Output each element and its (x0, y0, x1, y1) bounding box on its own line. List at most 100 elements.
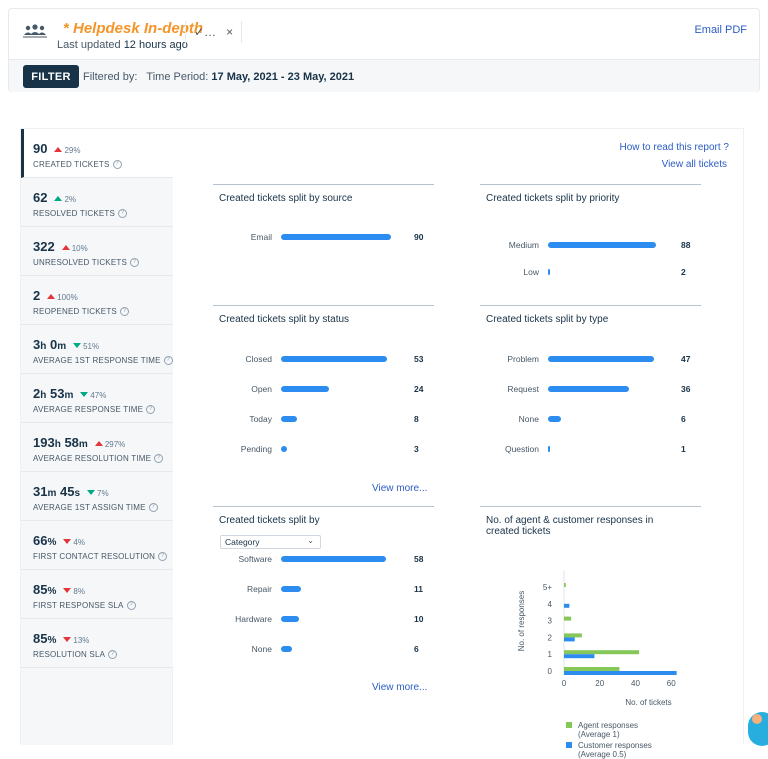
bar[interactable] (548, 242, 656, 248)
bar-row[interactable]: Medium 88 (480, 239, 701, 251)
bar[interactable] (281, 356, 387, 362)
view-more-category-link[interactable]: View more... (372, 682, 428, 693)
view-all-tickets-link[interactable]: View all tickets (661, 159, 727, 170)
card-title: Created tickets split by source (219, 193, 353, 204)
bar-customer (564, 671, 677, 675)
bar-row[interactable]: Request 36 (480, 383, 701, 395)
legend-item[interactable]: Agent responses (Average 1) (566, 721, 639, 739)
info-icon[interactable]: ? (118, 209, 128, 219)
legend-swatch (566, 722, 572, 728)
metric-label-text: RESOLVED TICKETS (33, 209, 116, 218)
bar-row[interactable]: Low 2 (480, 266, 701, 278)
metric-5[interactable]: 2h 53m 47% AVERAGE RESPONSE TIME? (21, 374, 173, 423)
bar[interactable] (281, 386, 329, 392)
priority-card: Created tickets split by priority Medium… (480, 184, 701, 294)
report-title[interactable]: * Helpdesk In-depth (63, 20, 204, 37)
bar-row[interactable]: Repair 11 (213, 583, 434, 595)
bar-row[interactable]: Software 58 (213, 553, 434, 565)
metric-7[interactable]: 31m 45s 7% AVERAGE 1ST ASSIGN TIME? (21, 472, 173, 521)
metric-unit: m (64, 390, 74, 401)
metric-10[interactable]: 85% 13% RESOLUTION SLA? (21, 619, 173, 668)
bar[interactable] (548, 386, 629, 392)
metric-value: 66% 4% (33, 533, 173, 548)
bar-row[interactable]: Closed 53 (213, 353, 434, 365)
info-icon[interactable]: ? (163, 356, 173, 366)
info-icon[interactable]: ? (154, 454, 164, 464)
bar[interactable] (281, 446, 287, 452)
metric-value: 3h 0m 51% (33, 337, 173, 352)
x-tick-label: 40 (631, 679, 640, 688)
type-card: Created tickets split by type Problem 47 R… (480, 305, 701, 495)
bar-row[interactable]: Email 90 (213, 231, 434, 243)
legend-note: (Average 1) (578, 730, 620, 739)
bar-row[interactable]: Open 24 (213, 383, 434, 395)
bar-row[interactable]: Today 8 (213, 413, 434, 425)
bar[interactable] (548, 416, 561, 422)
metric-unit: % (47, 537, 57, 548)
metric-2[interactable]: 322 10% UNRESOLVED TICKETS? (21, 227, 173, 276)
source-card: Created tickets split by source Email 90 (213, 184, 434, 294)
bar-row[interactable]: None 6 (480, 413, 701, 425)
info-icon[interactable]: ? (146, 405, 156, 415)
bar[interactable] (281, 616, 299, 622)
metric-change: 2% (64, 195, 77, 204)
bar-row[interactable]: None 6 (213, 643, 434, 655)
filter-summary: Filtered by: Time Period: 17 May, 2021 -… (83, 71, 354, 83)
metric-6[interactable]: 193h 58m 297% AVERAGE RESOLUTION TIME? (21, 423, 173, 472)
bar-value: 90 (414, 232, 424, 242)
bar-row[interactable]: Pending 3 (213, 443, 434, 455)
save-check-icon[interactable]: ✓… (194, 25, 217, 39)
view-more-status-link[interactable]: View more... (372, 483, 428, 494)
x-tick-label: 0 (562, 679, 567, 688)
metric-label: RESOLUTION SLA? (33, 650, 173, 660)
bar-label: Question (504, 444, 539, 454)
close-icon[interactable]: × (226, 25, 234, 39)
bar-label: Pending (240, 444, 272, 454)
info-icon[interactable]: ? (158, 552, 168, 562)
x-tick-label: 20 (595, 679, 604, 688)
metric-label-text: AVERAGE RESPONSE TIME (33, 405, 144, 414)
bar-row[interactable]: Hardware 10 (213, 613, 434, 625)
bar-agent (564, 583, 566, 587)
metric-9[interactable]: 85% 8% FIRST RESPONSE SLA? (21, 570, 173, 619)
metric-8[interactable]: 66% 4% FIRST CONTACT RESOLUTION? (21, 521, 173, 570)
email-pdf-link[interactable]: Email PDF (694, 24, 747, 36)
metric-4[interactable]: 3h 0m 51% AVERAGE 1ST RESPONSE TIME? (21, 325, 173, 374)
metric-label-text: RESOLUTION SLA (33, 650, 106, 659)
metric-label: RESOLVED TICKETS? (33, 209, 173, 219)
info-icon[interactable]: ? (130, 258, 139, 268)
trend-arrow-icon (61, 245, 70, 251)
info-icon[interactable]: ? (126, 601, 136, 611)
bar[interactable] (548, 446, 550, 452)
info-icon[interactable]: ? (108, 650, 118, 660)
bar-row[interactable]: Question 1 (480, 443, 701, 455)
bar-value: 1 (681, 444, 686, 454)
bar[interactable] (281, 234, 391, 240)
metric-unit: m (78, 439, 88, 450)
bar[interactable] (281, 416, 297, 422)
responses-card: No. of agent & customer responses in cre… (480, 506, 701, 759)
metric-3[interactable]: 2 100% REOPENED TICKETS? (21, 276, 173, 325)
metric-value: 85% 13% (33, 631, 173, 646)
metric-0[interactable]: 90 29% CREATED TICKETS? (21, 129, 173, 178)
trend-arrow-icon (63, 588, 72, 594)
how-to-read-link[interactable]: How to read this report ? (619, 142, 730, 153)
bar[interactable] (548, 356, 654, 362)
legend-name: Agent responses (578, 721, 639, 730)
info-icon[interactable]: ? (112, 160, 122, 170)
bar-value: 8 (414, 414, 419, 424)
bar-row[interactable]: Problem 47 (480, 353, 701, 365)
info-icon[interactable]: ? (119, 307, 129, 317)
category-select[interactable]: Category ⌄ (220, 535, 321, 549)
info-icon[interactable]: ? (148, 503, 158, 513)
bar[interactable] (281, 586, 301, 592)
metric-1[interactable]: 62 2% RESOLVED TICKETS? (21, 178, 173, 227)
filter-period-value: 17 May, 2021 - 23 May, 2021 (211, 71, 355, 83)
bar[interactable] (281, 646, 292, 652)
card-title: Created tickets split by priority (486, 193, 620, 204)
bar[interactable] (281, 556, 386, 562)
metric-label: AVERAGE 1ST RESPONSE TIME? (33, 356, 173, 366)
metric-label-text: REOPENED TICKETS (33, 307, 117, 316)
bar[interactable] (548, 269, 550, 275)
filter-button[interactable]: FILTER (23, 65, 79, 88)
